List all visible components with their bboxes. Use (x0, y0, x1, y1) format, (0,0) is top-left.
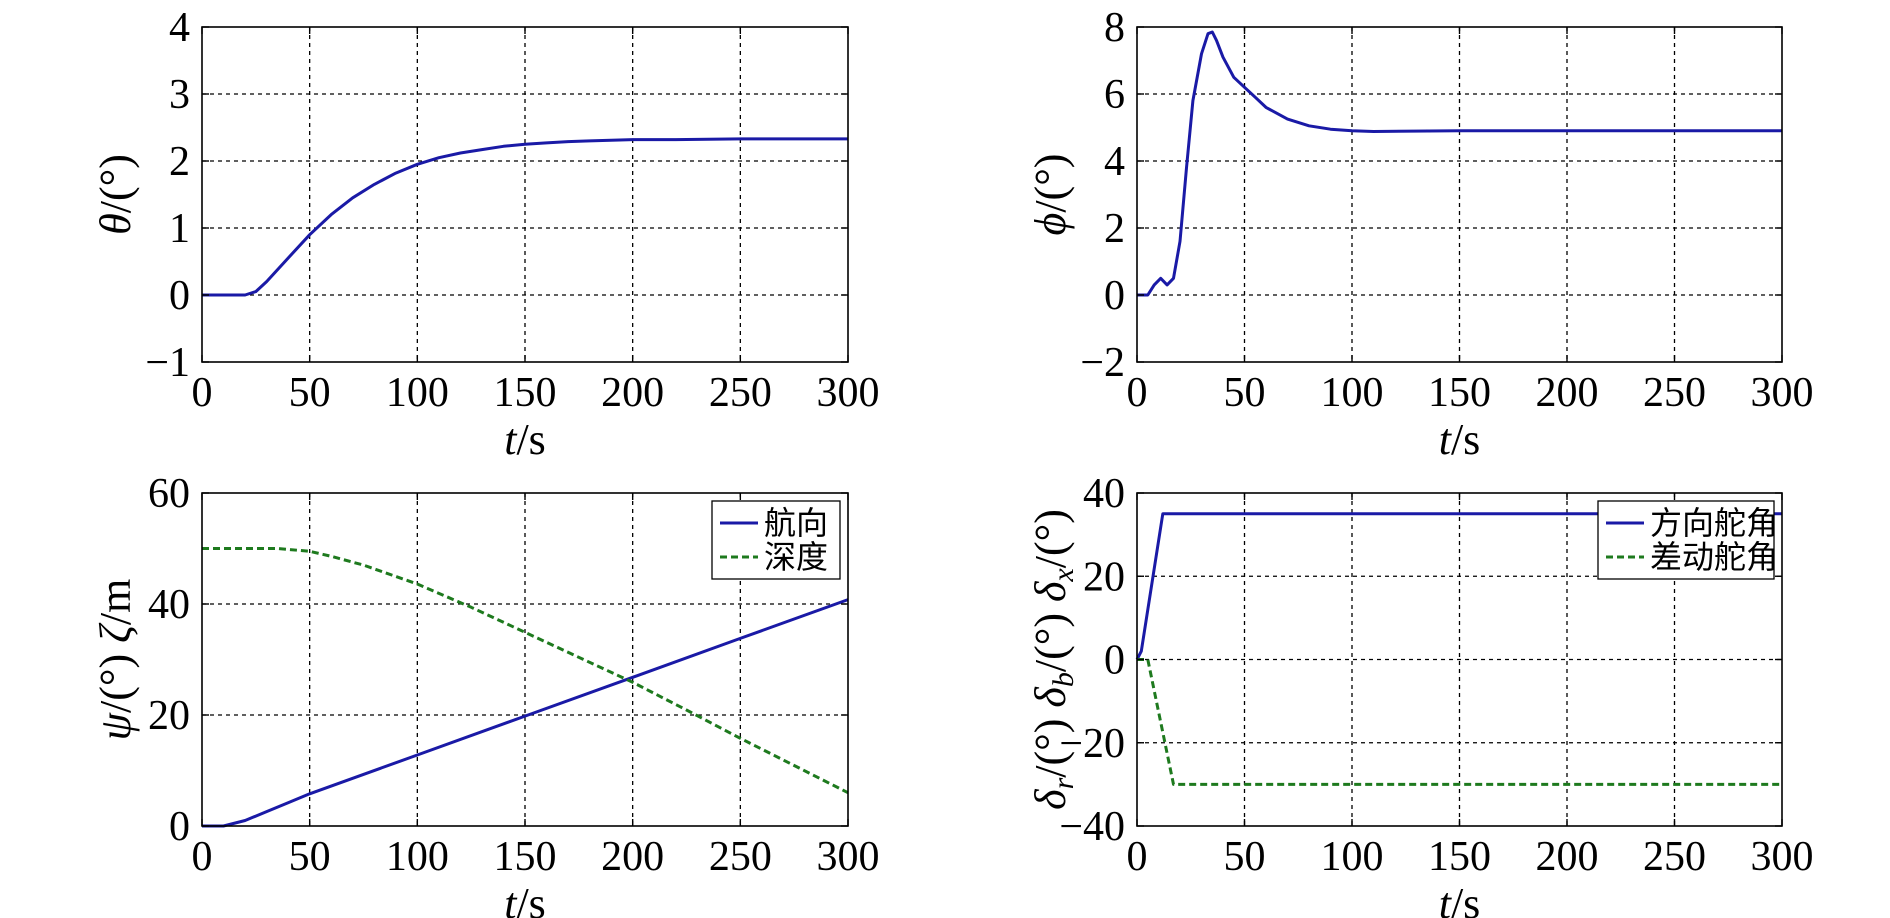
y-axis-unit: /(°) (1026, 509, 1075, 568)
y-tick-label: 0 (1104, 273, 1125, 319)
y-tick-label: 6 (1104, 72, 1125, 118)
series-line (1137, 30, 1782, 297)
x-tick-label: 50 (289, 370, 331, 416)
x-tick-label: 150 (1428, 370, 1491, 416)
y-axis-unit: /(°) (91, 643, 140, 713)
x-tick-label: 100 (1321, 370, 1384, 416)
y-tick-label: 2 (169, 139, 190, 185)
legend-box (711, 500, 841, 580)
x-axis-symbol: t (1439, 879, 1453, 918)
x-axis-symbol: t (1439, 415, 1453, 464)
legend-label: 方向舵角 (1650, 505, 1778, 541)
legend-label: 深度 (764, 539, 828, 575)
x-axis-symbol: t (504, 415, 518, 464)
legend-box (1597, 500, 1775, 580)
y-axis-label: ψ/(°) ζ/m (91, 579, 140, 741)
y-tick-label: 8 (1104, 5, 1125, 51)
x-axis-unit: /s (1451, 415, 1480, 464)
y-axis-unit: /(°) (91, 154, 140, 213)
series-0 (202, 598, 849, 828)
y-tick-label: −2 (1080, 340, 1125, 386)
y-tick-label: 4 (169, 5, 190, 51)
y-axis-symbol: δ (1026, 686, 1075, 708)
x-tick-label: 100 (386, 370, 449, 416)
y-axis-unit: /(°) (1026, 602, 1075, 672)
x-tick-label: 300 (817, 834, 880, 880)
x-tick-label: 300 (817, 370, 880, 416)
x-tick-label: 150 (1428, 834, 1491, 880)
series-1 (202, 547, 849, 795)
y-tick-label: −40 (1059, 804, 1125, 850)
y-axis-label: θ/(°) (91, 154, 140, 235)
series-line (202, 137, 848, 297)
psi-zeta-panel: 0 50 100 150 200 250 300 0 20 40 60 t/s ψ/(°) ζ/m 航向深… (91, 471, 880, 918)
y-axis-symbol: ϕ (1026, 213, 1075, 236)
y-tick-label: 20 (148, 693, 190, 739)
x-tick-label: 250 (1643, 834, 1706, 880)
x-tick-label: 0 (192, 834, 213, 880)
x-tick-label: 200 (1536, 834, 1599, 880)
y-tick-label: −1 (145, 340, 190, 386)
x-tick-label: 100 (386, 834, 449, 880)
y-axis-symbol: δ (1026, 788, 1075, 810)
y-tick-label: 4 (1104, 139, 1125, 185)
x-axis-label: t/s (1439, 415, 1481, 464)
x-axis-unit: /s (1451, 879, 1480, 918)
legend-label: 差动舵角 (1650, 539, 1778, 575)
x-axis-unit: /s (516, 879, 545, 918)
x-tick-label: 250 (1643, 370, 1706, 416)
x-tick-label: 50 (1224, 370, 1266, 416)
y-axis-unit: /(°) (1026, 154, 1075, 213)
y-axis-subscript: r (1047, 777, 1080, 789)
x-axis-unit: /s (516, 415, 545, 464)
y-axis-subscript: x (1047, 568, 1080, 583)
x-axis-label: t/s (1439, 879, 1481, 918)
x-axis-label: t/s (504, 879, 546, 918)
x-tick-label: 0 (192, 370, 213, 416)
y-tick-label: 40 (1083, 471, 1125, 517)
x-axis-symbol: t (504, 879, 518, 918)
series-0 (1135, 512, 1782, 661)
legend-label: 航向 (764, 505, 828, 541)
x-tick-label: 50 (1224, 834, 1266, 880)
x-tick-label: 0 (1127, 370, 1148, 416)
x-tick-label: 200 (601, 834, 664, 880)
y-tick-label: 40 (148, 582, 190, 628)
x-tick-label: 300 (1751, 370, 1814, 416)
y-axis-label: δr/(°) δb/(°) δx/(°) (1026, 509, 1080, 810)
y-tick-label: 0 (169, 273, 190, 319)
y-tick-label: 0 (1104, 638, 1125, 684)
y-tick-label: 20 (1083, 554, 1125, 600)
y-axis-symbol: ψ (91, 712, 140, 740)
x-tick-label: 250 (709, 834, 772, 880)
x-tick-label: 300 (1751, 834, 1814, 880)
x-tick-label: 100 (1321, 834, 1384, 880)
y-axis-label: ϕ/(°) (1026, 154, 1075, 236)
x-tick-label: 0 (1127, 834, 1148, 880)
x-tick-label: 200 (601, 370, 664, 416)
y-axis-unit-2: /m (91, 579, 140, 625)
x-tick-label: 50 (289, 834, 331, 880)
y-tick-label: 2 (1104, 206, 1125, 252)
x-tick-label: 200 (1536, 370, 1599, 416)
x-tick-label: 250 (709, 370, 772, 416)
y-tick-label: 0 (169, 804, 190, 850)
y-tick-label: 1 (169, 206, 190, 252)
y-axis-symbol: δ (1026, 580, 1075, 602)
y-axis-symbol: θ (91, 213, 140, 235)
x-axis-label: t/s (504, 415, 546, 464)
y-axis-symbol-2: ζ (91, 622, 140, 643)
y-axis-unit: /(°) (1026, 708, 1075, 778)
x-tick-label: 150 (494, 370, 557, 416)
y-axis-subscript: b (1047, 672, 1080, 687)
y-tick-label: 60 (148, 471, 190, 517)
x-tick-label: 150 (494, 834, 557, 880)
y-tick-label: 3 (169, 72, 190, 118)
y-tick-label: −20 (1059, 721, 1125, 767)
